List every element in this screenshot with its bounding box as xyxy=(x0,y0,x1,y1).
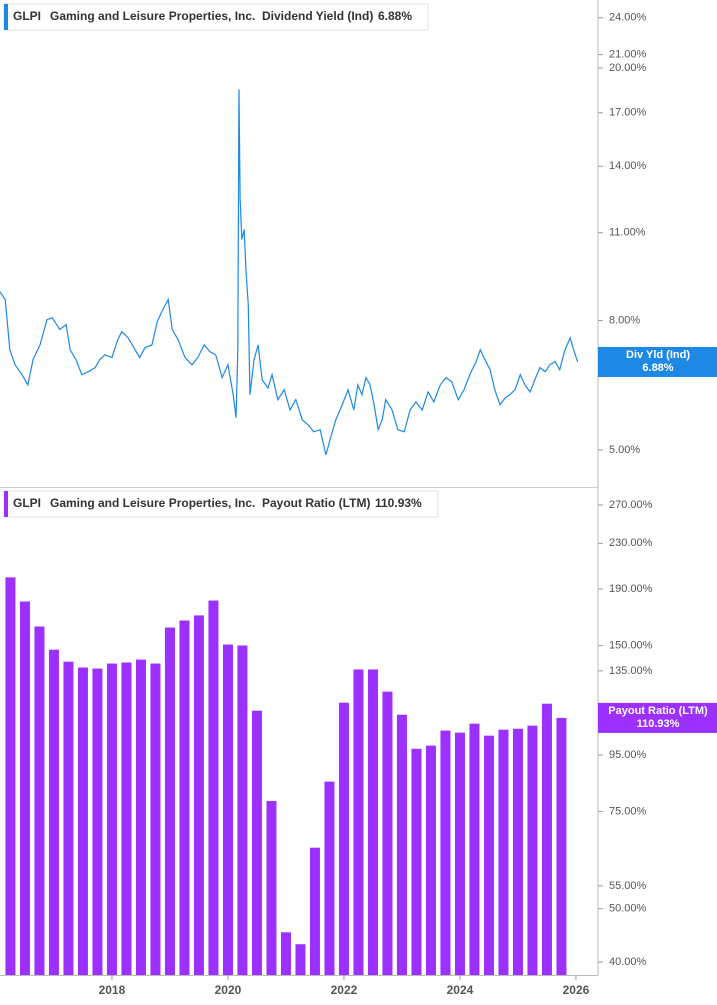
badge-value: 6.88% xyxy=(642,362,673,374)
legend-series: Dividend Yield (Ind) xyxy=(262,9,373,23)
y-tick-label: 8.00% xyxy=(609,314,640,326)
badge-value: 110.93% xyxy=(637,718,680,730)
bar xyxy=(222,644,233,975)
bar xyxy=(425,745,436,975)
badge-label: Payout Ratio (LTM) xyxy=(608,705,708,717)
value-badge xyxy=(598,346,717,377)
y-tick-label: 190.00% xyxy=(609,583,653,595)
y-tick-label: 135.00% xyxy=(609,665,653,677)
bar xyxy=(353,669,364,975)
value-badge xyxy=(598,702,717,733)
legend-company: Gaming and Leisure Properties, Inc. xyxy=(50,9,255,23)
y-tick-label: 11.00% xyxy=(609,227,646,239)
bar xyxy=(454,732,465,975)
bar xyxy=(541,703,552,975)
bar xyxy=(411,748,422,975)
legend-marker xyxy=(4,4,8,30)
bar xyxy=(106,663,117,975)
bar xyxy=(266,800,277,975)
bar xyxy=(469,723,480,975)
bar xyxy=(280,932,291,975)
bar xyxy=(121,662,132,975)
y-tick-label: 230.00% xyxy=(609,537,653,549)
y-tick-label: 150.00% xyxy=(609,640,653,652)
y-tick-label: 75.00% xyxy=(609,806,647,818)
badge-label: Div Yld (Ind) xyxy=(626,349,690,361)
bar xyxy=(396,714,407,975)
bar xyxy=(251,710,262,975)
bar xyxy=(5,577,16,975)
bar xyxy=(164,627,175,975)
legend-value: 6.88% xyxy=(378,9,412,23)
bar xyxy=(324,781,335,975)
legend-series: Payout Ratio (LTM) xyxy=(262,496,370,510)
x-tick-label: 2024 xyxy=(447,983,474,997)
bar xyxy=(179,620,190,975)
bar xyxy=(512,728,523,975)
y-tick-label: 270.00% xyxy=(609,499,653,511)
y-tick-label: 21.00% xyxy=(609,48,647,60)
bar xyxy=(77,667,88,975)
y-tick-label: 50.00% xyxy=(609,903,647,915)
y-tick-label: 5.00% xyxy=(609,444,640,456)
y-tick-label: 40.00% xyxy=(609,956,647,968)
legend-value: 110.93% xyxy=(375,496,422,510)
bar xyxy=(382,691,393,975)
bar xyxy=(295,944,306,975)
bar xyxy=(92,668,103,975)
y-tick-label: 55.00% xyxy=(609,880,647,892)
bar xyxy=(208,600,219,975)
y-tick-label: 95.00% xyxy=(609,749,647,761)
bar xyxy=(367,669,378,975)
bar xyxy=(309,847,320,975)
bar xyxy=(135,659,146,975)
bar xyxy=(440,730,451,975)
bar xyxy=(193,615,204,975)
y-tick-label: 20.00% xyxy=(609,62,647,74)
bar xyxy=(150,663,161,975)
legend-ticker: GLPI xyxy=(13,9,41,23)
bar xyxy=(556,717,567,975)
x-tick-label: 2026 xyxy=(563,983,590,997)
bar xyxy=(63,661,74,975)
bar xyxy=(483,735,494,975)
line xyxy=(0,89,579,456)
legend-box xyxy=(3,3,429,31)
legend-company: Gaming and Leisure Properties, Inc. xyxy=(50,496,255,510)
bar xyxy=(34,626,45,975)
bar xyxy=(527,725,538,975)
y-tick-label: 17.00% xyxy=(609,107,647,119)
bar xyxy=(19,601,30,975)
x-tick-label: 2020 xyxy=(215,983,242,997)
bar xyxy=(498,729,509,975)
legend-ticker: GLPI xyxy=(13,496,41,510)
y-tick-label: 24.00% xyxy=(609,12,647,24)
bar xyxy=(48,649,59,975)
x-tick-label: 2022 xyxy=(331,983,358,997)
bar xyxy=(237,645,248,975)
x-tick-label: 2018 xyxy=(99,983,126,997)
y-tick-label: 14.00% xyxy=(609,160,647,172)
bar xyxy=(338,702,349,975)
legend-marker xyxy=(4,491,8,517)
